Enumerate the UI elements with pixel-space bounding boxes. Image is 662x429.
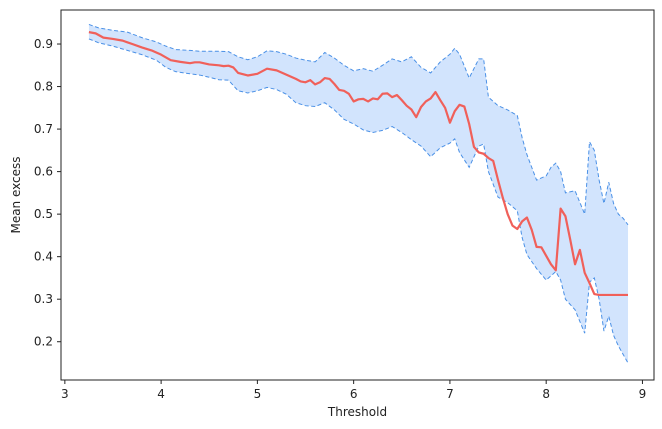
y-tick-label: 0.8 — [34, 80, 53, 94]
y-tick-label: 0.3 — [34, 292, 53, 306]
band-lower-edge — [88, 38, 629, 364]
x-tick-label: 6 — [350, 387, 358, 401]
y-tick-label: 0.6 — [34, 165, 53, 179]
y-tick-label: 0.7 — [34, 122, 53, 136]
y-tick-label: 0.4 — [34, 250, 53, 264]
plot-area — [88, 23, 629, 364]
x-tick-label: 7 — [446, 387, 454, 401]
band-upper-edge — [88, 23, 629, 226]
y-axis-label: Mean excess — [9, 156, 23, 233]
x-axis-label: Threshold — [327, 405, 387, 419]
x-tick-label: 3 — [61, 387, 69, 401]
x-tick-label: 9 — [639, 387, 647, 401]
x-tick-label: 8 — [542, 387, 550, 401]
plot-frame — [60, 9, 655, 381]
x-tick-label: 4 — [157, 387, 165, 401]
y-tick-label: 0.2 — [34, 335, 53, 349]
x-tick-label: 5 — [254, 387, 262, 401]
y-tick-label: 0.5 — [34, 207, 53, 221]
confidence-band — [88, 24, 629, 363]
y-tick-label: 0.9 — [34, 37, 53, 51]
axes: 3 4 5 6 7 8 9 0.2 0.3 0.4 0.5 0.6 0.7 0.8 0.9 — [34, 9, 655, 401]
mean-excess-line-0 — [88, 31, 629, 297]
